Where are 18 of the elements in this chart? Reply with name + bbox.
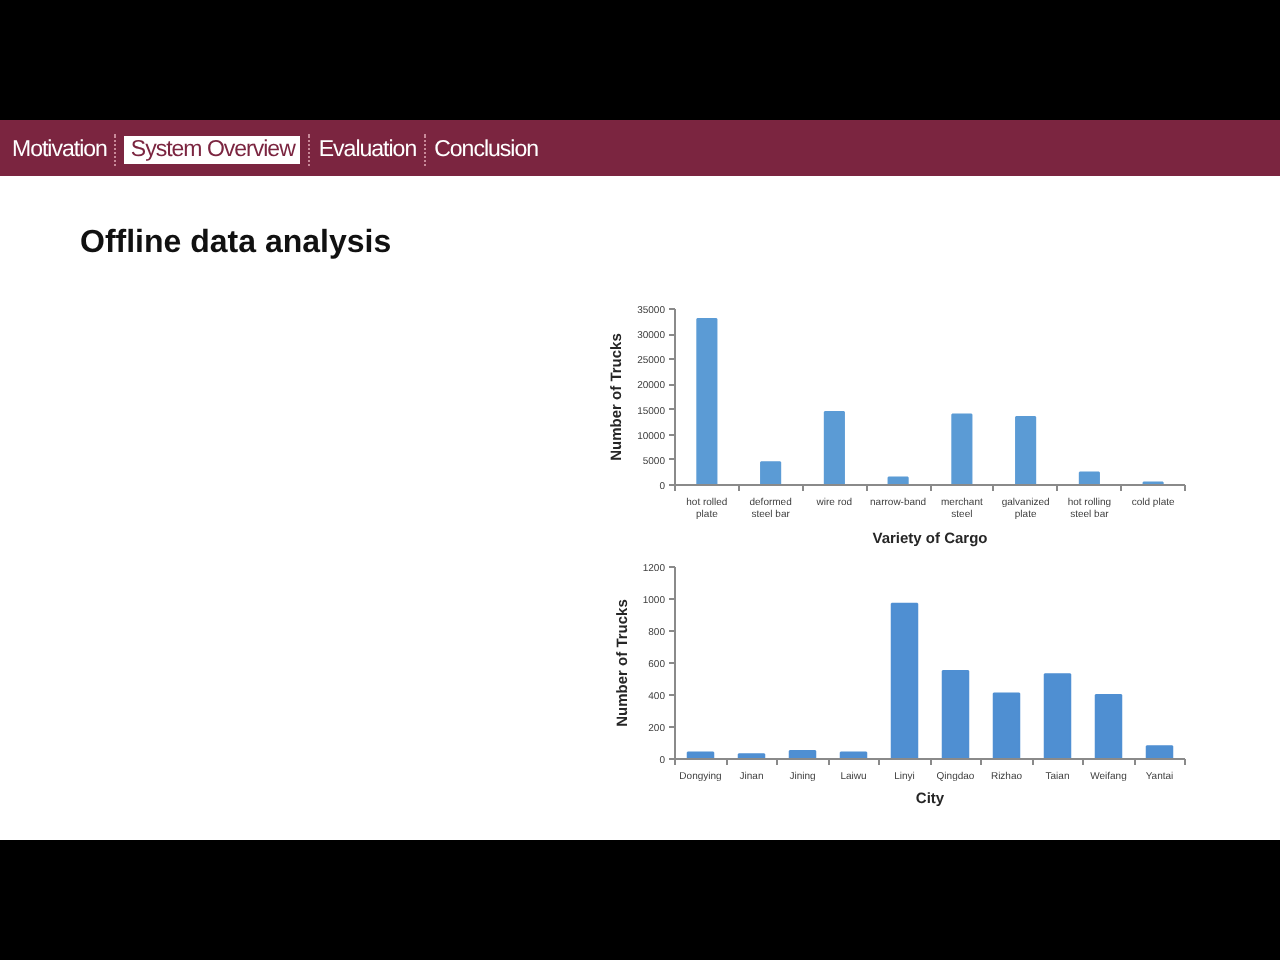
bar	[1078, 471, 1100, 485]
text: Evaluation	[308, 134, 417, 167]
bar	[1015, 416, 1037, 485]
bar	[1043, 673, 1072, 759]
text: Motivation	[12, 136, 107, 166]
bar	[951, 413, 973, 485]
text: Conclusion	[424, 134, 539, 167]
bar	[890, 602, 919, 759]
selected-tab-highlight: System Overview	[124, 136, 301, 164]
text: Offline data analysis	[80, 224, 392, 264]
bar	[696, 318, 718, 485]
bar	[1094, 694, 1123, 759]
bar	[823, 411, 845, 485]
bar	[887, 476, 909, 485]
bar	[992, 692, 1021, 759]
bar	[1145, 745, 1174, 759]
bar	[760, 461, 782, 485]
bar	[941, 670, 970, 759]
